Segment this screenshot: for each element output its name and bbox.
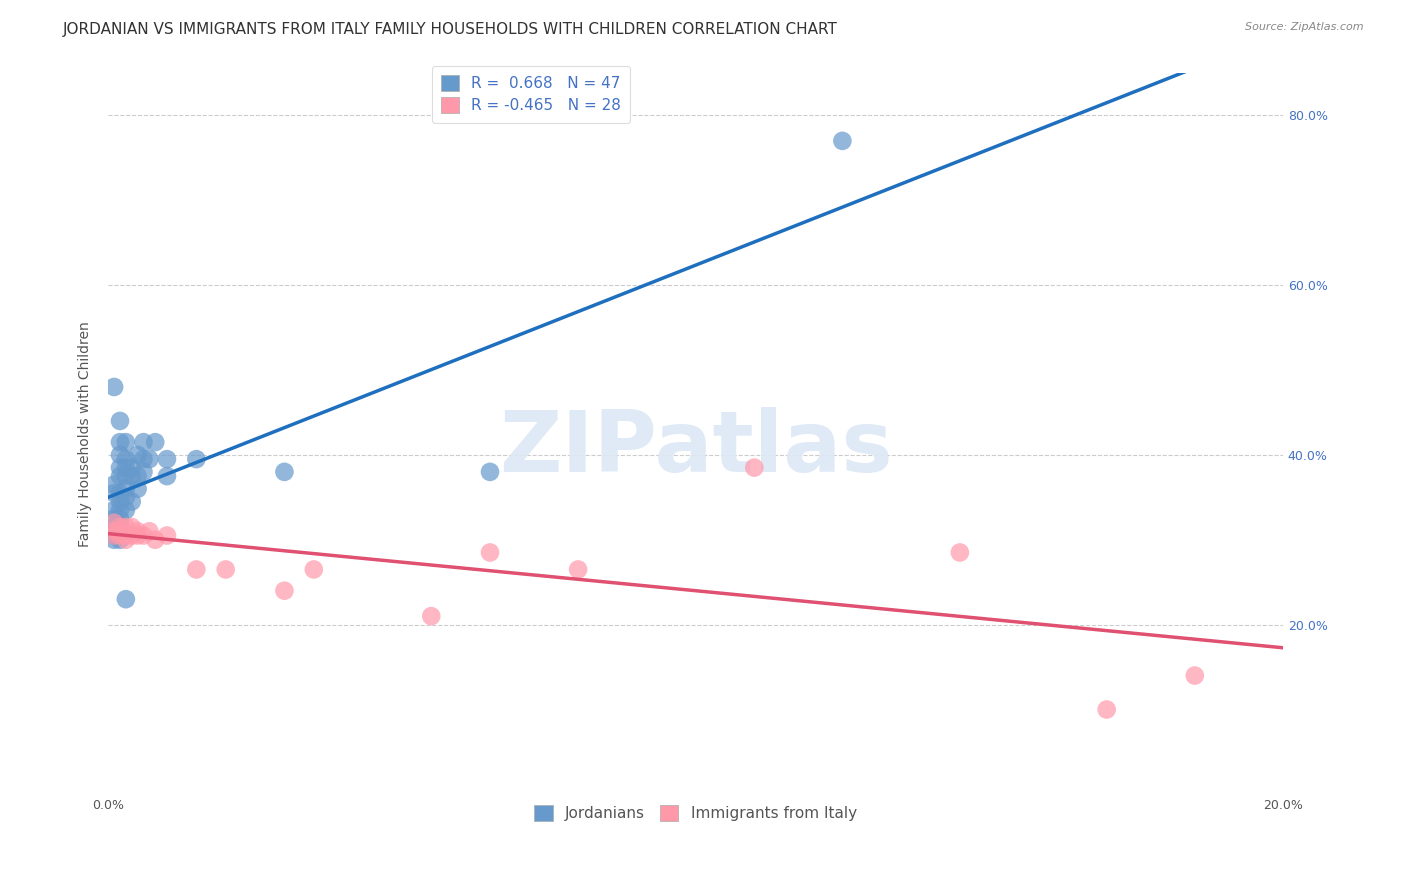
- Point: [1095, 702, 1118, 716]
- Point: [103, 516, 125, 530]
- Point: [108, 524, 131, 539]
- Point: [115, 469, 138, 483]
- Point: [143, 435, 166, 450]
- Point: [108, 414, 131, 428]
- Point: [121, 494, 143, 508]
- Point: [138, 452, 160, 467]
- Point: [132, 452, 155, 467]
- Point: [127, 448, 149, 462]
- Point: [108, 503, 131, 517]
- Point: [108, 469, 131, 483]
- Point: [108, 528, 131, 542]
- Point: [108, 511, 131, 525]
- Point: [103, 380, 125, 394]
- Point: [108, 524, 131, 539]
- Point: [108, 494, 131, 508]
- Point: [420, 609, 443, 624]
- Point: [1184, 668, 1206, 682]
- Text: ZIPatlas: ZIPatlas: [499, 407, 893, 490]
- Point: [115, 482, 138, 496]
- Point: [108, 520, 131, 534]
- Point: [302, 562, 325, 576]
- Point: [949, 545, 972, 559]
- Point: [115, 592, 138, 607]
- Point: [215, 562, 238, 576]
- Point: [115, 520, 138, 534]
- Point: [115, 491, 138, 505]
- Point: [132, 435, 155, 450]
- Point: [186, 562, 208, 576]
- Point: [127, 528, 149, 542]
- Point: [103, 503, 125, 517]
- Legend: Jordanians, Immigrants from Italy: Jordanians, Immigrants from Italy: [524, 796, 866, 830]
- Point: [108, 533, 131, 547]
- Point: [121, 520, 143, 534]
- Point: [567, 562, 589, 576]
- Point: [108, 520, 131, 534]
- Point: [103, 520, 125, 534]
- Point: [115, 533, 138, 547]
- Point: [742, 460, 765, 475]
- Point: [103, 524, 125, 539]
- Point: [132, 465, 155, 479]
- Point: [143, 533, 166, 547]
- Point: [108, 448, 131, 462]
- Point: [103, 524, 125, 539]
- Point: [103, 533, 125, 547]
- Point: [831, 134, 853, 148]
- Point: [479, 545, 502, 559]
- Point: [138, 524, 160, 539]
- Point: [115, 528, 138, 542]
- Point: [273, 465, 295, 479]
- Point: [115, 503, 138, 517]
- Point: [108, 435, 131, 450]
- Point: [479, 465, 502, 479]
- Point: [108, 460, 131, 475]
- Point: [156, 528, 179, 542]
- Point: [121, 460, 143, 475]
- Point: [121, 528, 143, 542]
- Text: JORDANIAN VS IMMIGRANTS FROM ITALY FAMILY HOUSEHOLDS WITH CHILDREN CORRELATION C: JORDANIAN VS IMMIGRANTS FROM ITALY FAMIL…: [63, 22, 838, 37]
- Point: [156, 452, 179, 467]
- Point: [115, 452, 138, 467]
- Point: [273, 583, 295, 598]
- Point: [103, 528, 125, 542]
- Y-axis label: Family Households with Children: Family Households with Children: [79, 321, 93, 547]
- Point: [103, 477, 125, 491]
- Point: [103, 528, 125, 542]
- Point: [121, 469, 143, 483]
- Point: [156, 469, 179, 483]
- Point: [127, 482, 149, 496]
- Point: [108, 486, 131, 500]
- Point: [108, 528, 131, 542]
- Point: [115, 460, 138, 475]
- Point: [127, 469, 149, 483]
- Point: [103, 511, 125, 525]
- Point: [103, 486, 125, 500]
- Text: Source: ZipAtlas.com: Source: ZipAtlas.com: [1246, 22, 1364, 32]
- Point: [127, 524, 149, 539]
- Point: [115, 435, 138, 450]
- Point: [186, 452, 208, 467]
- Point: [132, 528, 155, 542]
